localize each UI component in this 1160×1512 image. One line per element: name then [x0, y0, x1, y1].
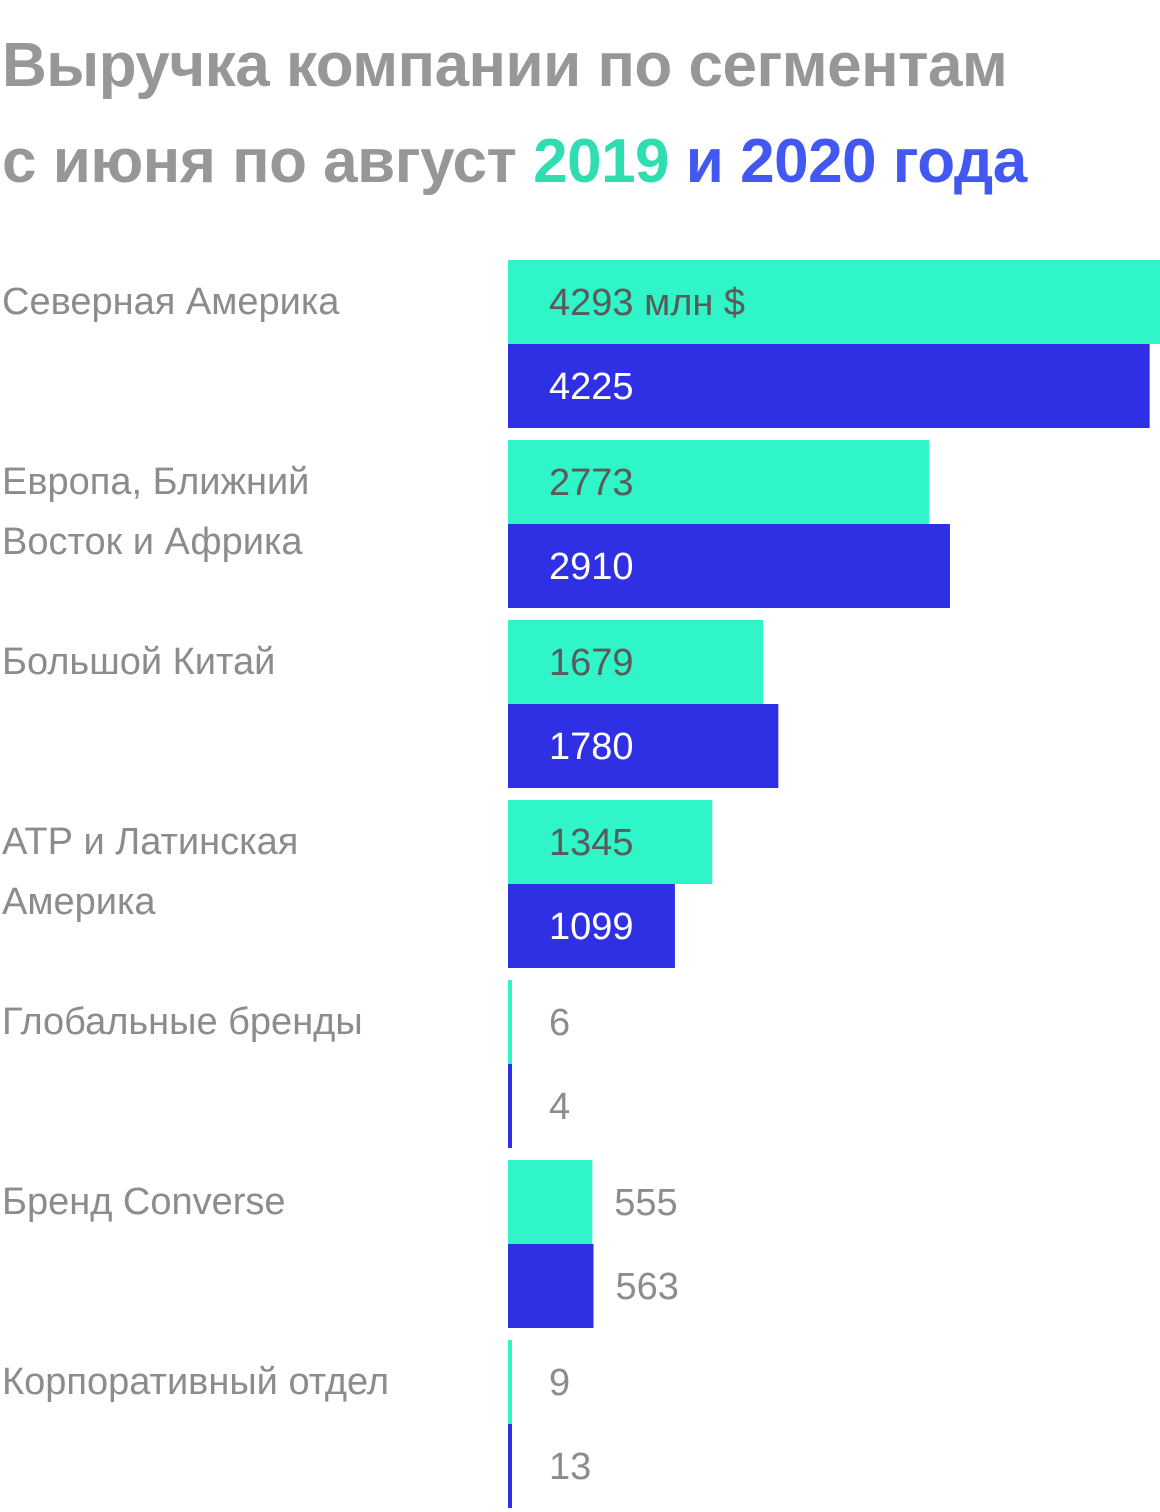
category-label: Восток и Африка	[2, 521, 303, 563]
category-label: АТР и Латинская	[2, 821, 298, 863]
category-label: Бренд Converse	[2, 1181, 286, 1223]
value-label-2019: 1679	[549, 642, 634, 684]
category-label: Америка	[2, 881, 156, 923]
category-label: Северная Америка	[2, 281, 340, 323]
title-line-1: Выручка компании по сегментам	[2, 31, 1008, 100]
bar-2020	[508, 344, 1150, 428]
value-label-2019: 2773	[549, 462, 634, 504]
bar-2019	[508, 260, 1160, 344]
bar-2020	[508, 884, 675, 968]
value-label-2019: 6	[549, 1002, 570, 1044]
bar-2019	[508, 620, 763, 704]
category-label: Европа, Ближний	[2, 461, 309, 503]
value-label-2020: 4225	[549, 366, 634, 408]
title-connector: и	[685, 127, 724, 196]
value-label-2020: 1780	[549, 726, 634, 768]
value-label-2020: 2910	[549, 546, 634, 588]
bar-2019	[508, 800, 713, 884]
value-label-2020: 1099	[549, 906, 634, 948]
value-label-2019: 555	[614, 1182, 677, 1224]
category-label: Корпоративный отдел	[2, 1361, 389, 1403]
title-year-2019: 2019	[533, 127, 670, 196]
chart-title: Выручка компании по сегментам с июня по …	[2, 18, 1160, 210]
value-label-2019: 4293 млн $	[549, 282, 745, 324]
value-label-2020: 563	[616, 1266, 679, 1308]
bar-2019	[508, 980, 512, 1064]
value-label-2019: 1345	[549, 822, 634, 864]
bar-2020	[508, 1244, 594, 1328]
bar-2019	[508, 1340, 512, 1424]
bar-2019	[508, 440, 930, 524]
title-line-2: с июня по август	[2, 127, 517, 196]
value-label-2020: 13	[549, 1446, 591, 1488]
value-label-2019: 9	[549, 1362, 570, 1404]
value-label-2020: 4	[549, 1086, 570, 1128]
title-year-2020: 2020 года	[740, 127, 1027, 196]
bar-2020	[508, 524, 950, 608]
bar-2020	[508, 1064, 512, 1148]
bar-2019	[508, 1160, 593, 1244]
bar-2020	[508, 704, 779, 788]
bar-2020	[508, 1424, 512, 1508]
category-label: Глобальные бренды	[2, 1001, 363, 1043]
category-label: Большой Китай	[2, 641, 275, 683]
